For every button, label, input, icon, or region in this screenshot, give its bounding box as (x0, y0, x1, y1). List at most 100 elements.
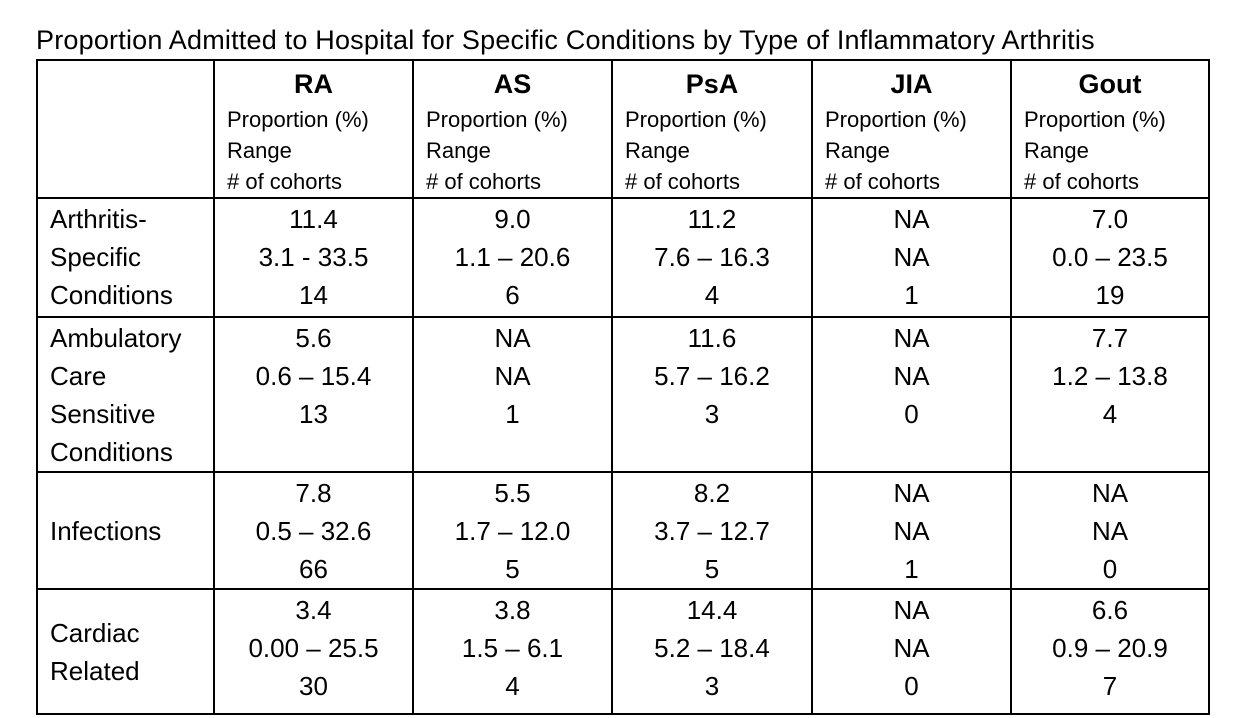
cohorts-value: 19 (1095, 280, 1125, 310)
column-header-gout: Gout Proportion (%) Range # of cohorts (1010, 59, 1210, 199)
cohorts-value: 14 (299, 280, 328, 310)
cohorts-value: 0 (904, 399, 919, 429)
range-value: 0.5 – 32.6 (255, 516, 372, 546)
proportion-value: NA (893, 478, 930, 508)
proportion-value: NA (1091, 478, 1129, 508)
column-name: Gout (1078, 69, 1142, 99)
column-name: RA (294, 69, 333, 99)
column-name: PsA (685, 69, 739, 99)
cell-arthritis-ra: 11.4 3.1 - 33.5 14 (213, 197, 414, 318)
cell-arthritis-as: 9.0 1.1 – 20.6 6 (412, 197, 613, 318)
column-header-psa: PsA Proportion (%) Range # of cohorts (611, 59, 813, 199)
column-header-as: AS Proportion (%) Range # of cohorts (412, 59, 613, 199)
table-row: Arthritis-Specific Conditions 11.4 3.1 -… (36, 197, 1210, 318)
cell-ambulatory-gout: 7.7 1.2 – 13.8 4 (1010, 316, 1210, 473)
proportion-value: NA (893, 595, 930, 625)
proportion-value: 9.0 (494, 204, 531, 234)
range-value: 5.7 – 16.2 (654, 361, 770, 391)
column-sub-proportion: Proportion (%) (426, 107, 568, 132)
cell-cardiac-ra: 3.4 0.00 – 25.5 30 (213, 588, 414, 715)
range-value: 0.9 – 20.9 (1052, 633, 1168, 663)
cell-infections-jia: NA NA 1 (811, 471, 1012, 590)
cohorts-value: 5 (704, 554, 720, 584)
range-value: 3.1 - 33.5 (258, 242, 369, 272)
proportion-value: 6.6 (1091, 595, 1129, 625)
cohorts-value: 6 (505, 280, 520, 310)
cell-arthritis-psa: 11.2 7.6 – 16.3 4 (611, 197, 813, 318)
cell-infections-gout: NA NA 0 (1010, 471, 1210, 590)
cell-ambulatory-as: NA NA 1 (412, 316, 613, 473)
admissions-table: RA Proportion (%) Range # of cohorts AS … (36, 59, 1210, 715)
column-sub-cohorts: # of cohorts (426, 169, 541, 194)
column-header-ra: RA Proportion (%) Range # of cohorts (213, 59, 414, 199)
column-sub-cohorts: # of cohorts (227, 169, 342, 194)
proportion-value: 11.4 (289, 204, 338, 234)
row-label-cardiac: Cardiac Related (36, 588, 215, 715)
proportion-value: 7.0 (1091, 204, 1129, 234)
range-value: 0.00 – 25.5 (248, 633, 379, 663)
proportion-value: 5.6 (295, 323, 332, 353)
cell-arthritis-gout: 7.0 0.0 – 23.5 19 (1010, 197, 1210, 318)
cohorts-value: 0 (1102, 554, 1118, 584)
column-sub-range: Range (1024, 138, 1089, 163)
cell-infections-ra: 7.8 0.5 – 32.6 66 (213, 471, 414, 590)
cell-arthritis-jia: NA NA 1 (811, 197, 1012, 318)
range-value: 1.2 – 13.8 (1052, 361, 1168, 391)
corner-cell (36, 59, 215, 199)
row-label-infections: Infections (36, 471, 215, 590)
range-value: NA (494, 361, 531, 391)
range-value: NA (893, 242, 930, 272)
cohorts-value: 1 (904, 554, 919, 584)
proportion-value: 5.5 (494, 478, 531, 508)
column-sub-range: Range (625, 138, 690, 163)
proportion-value: 3.8 (494, 595, 531, 625)
proportion-value: 11.2 (687, 204, 737, 234)
column-name: AS (493, 69, 532, 99)
column-sub-range: Range (426, 138, 491, 163)
cohorts-value: 5 (505, 554, 520, 584)
range-value: 0.6 – 15.4 (255, 361, 372, 391)
proportion-value: NA (494, 323, 531, 353)
cohorts-value: 13 (299, 399, 328, 429)
cell-cardiac-jia: NA NA 0 (811, 588, 1012, 715)
column-sub-proportion: Proportion (%) (1024, 107, 1166, 132)
range-value: 7.6 – 16.3 (654, 242, 770, 272)
range-value: 1.1 – 20.6 (454, 242, 571, 272)
cohorts-value: 30 (299, 671, 328, 701)
cell-cardiac-psa: 14.4 5.2 – 18.4 3 (611, 588, 813, 715)
row-label-ambulatory: Ambulatory Care Sensitive Conditions (36, 316, 215, 473)
cohorts-value: 3 (704, 671, 720, 701)
cell-infections-psa: 8.2 3.7 – 12.7 5 (611, 471, 813, 590)
proportion-value: 11.6 (687, 323, 737, 353)
cohorts-value: 1 (904, 280, 919, 310)
cell-ambulatory-jia: NA NA 0 (811, 316, 1012, 473)
cohorts-value: 0 (904, 671, 919, 701)
proportion-value: NA (893, 204, 930, 234)
range-value: 0.0 – 23.5 (1052, 242, 1168, 272)
column-name: JIA (890, 69, 933, 99)
range-value: 1.7 – 12.0 (454, 516, 571, 546)
column-sub-cohorts: # of cohorts (625, 169, 740, 194)
range-value: NA (893, 633, 930, 663)
table-title: Proportion Admitted to Hospital for Spec… (36, 25, 1095, 55)
proportion-value: NA (893, 323, 930, 353)
proportion-value: 14.4 (686, 595, 738, 625)
proportion-value: 8.2 (693, 478, 731, 508)
cohorts-value: 4 (505, 671, 520, 701)
column-sub-proportion: Proportion (%) (625, 107, 767, 132)
cohorts-value: 7 (1102, 671, 1118, 701)
column-sub-cohorts: # of cohorts (825, 169, 940, 194)
table-row: Ambulatory Care Sensitive Conditions 5.6… (36, 316, 1210, 473)
range-value: 3.7 – 12.7 (654, 516, 770, 546)
range-value: 5.2 – 18.4 (654, 633, 770, 663)
cell-cardiac-gout: 6.6 0.9 – 20.9 7 (1010, 588, 1210, 715)
cohorts-value: 4 (704, 280, 720, 310)
row-label-arthritis-specific: Arthritis-Specific Conditions (36, 197, 215, 318)
cohorts-value: 4 (1102, 399, 1118, 429)
column-sub-proportion: Proportion (%) (825, 107, 967, 132)
column-header-jia: JIA Proportion (%) Range # of cohorts (811, 59, 1012, 199)
column-sub-range: Range (825, 138, 890, 163)
cohorts-value: 66 (299, 554, 328, 584)
column-sub-range: Range (227, 138, 292, 163)
